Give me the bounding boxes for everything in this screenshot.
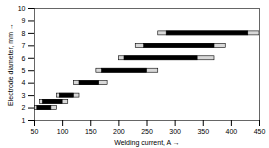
svg-text:200: 200 xyxy=(113,128,125,135)
svg-text:Electrode diameter, mm →: Electrode diameter, mm → xyxy=(7,23,14,106)
svg-text:50: 50 xyxy=(31,128,39,135)
svg-text:8: 8 xyxy=(22,30,26,37)
svg-text:3: 3 xyxy=(22,92,26,99)
svg-text:9: 9 xyxy=(22,17,26,24)
svg-text:2: 2 xyxy=(22,104,26,111)
svg-text:6: 6 xyxy=(22,55,26,62)
svg-text:10: 10 xyxy=(18,5,26,12)
svg-text:450: 450 xyxy=(254,128,266,135)
svg-text:350: 350 xyxy=(197,128,209,135)
svg-text:250: 250 xyxy=(141,128,153,135)
svg-text:400: 400 xyxy=(226,128,238,135)
svg-text:4: 4 xyxy=(22,79,26,86)
svg-text:100: 100 xyxy=(57,128,69,135)
svg-text:1: 1 xyxy=(22,117,26,124)
svg-text:7: 7 xyxy=(22,42,26,49)
svg-text:Welding current, A →: Welding current, A → xyxy=(114,139,180,147)
svg-text:150: 150 xyxy=(85,128,97,135)
svg-text:5: 5 xyxy=(22,67,26,74)
svg-text:300: 300 xyxy=(169,128,181,135)
